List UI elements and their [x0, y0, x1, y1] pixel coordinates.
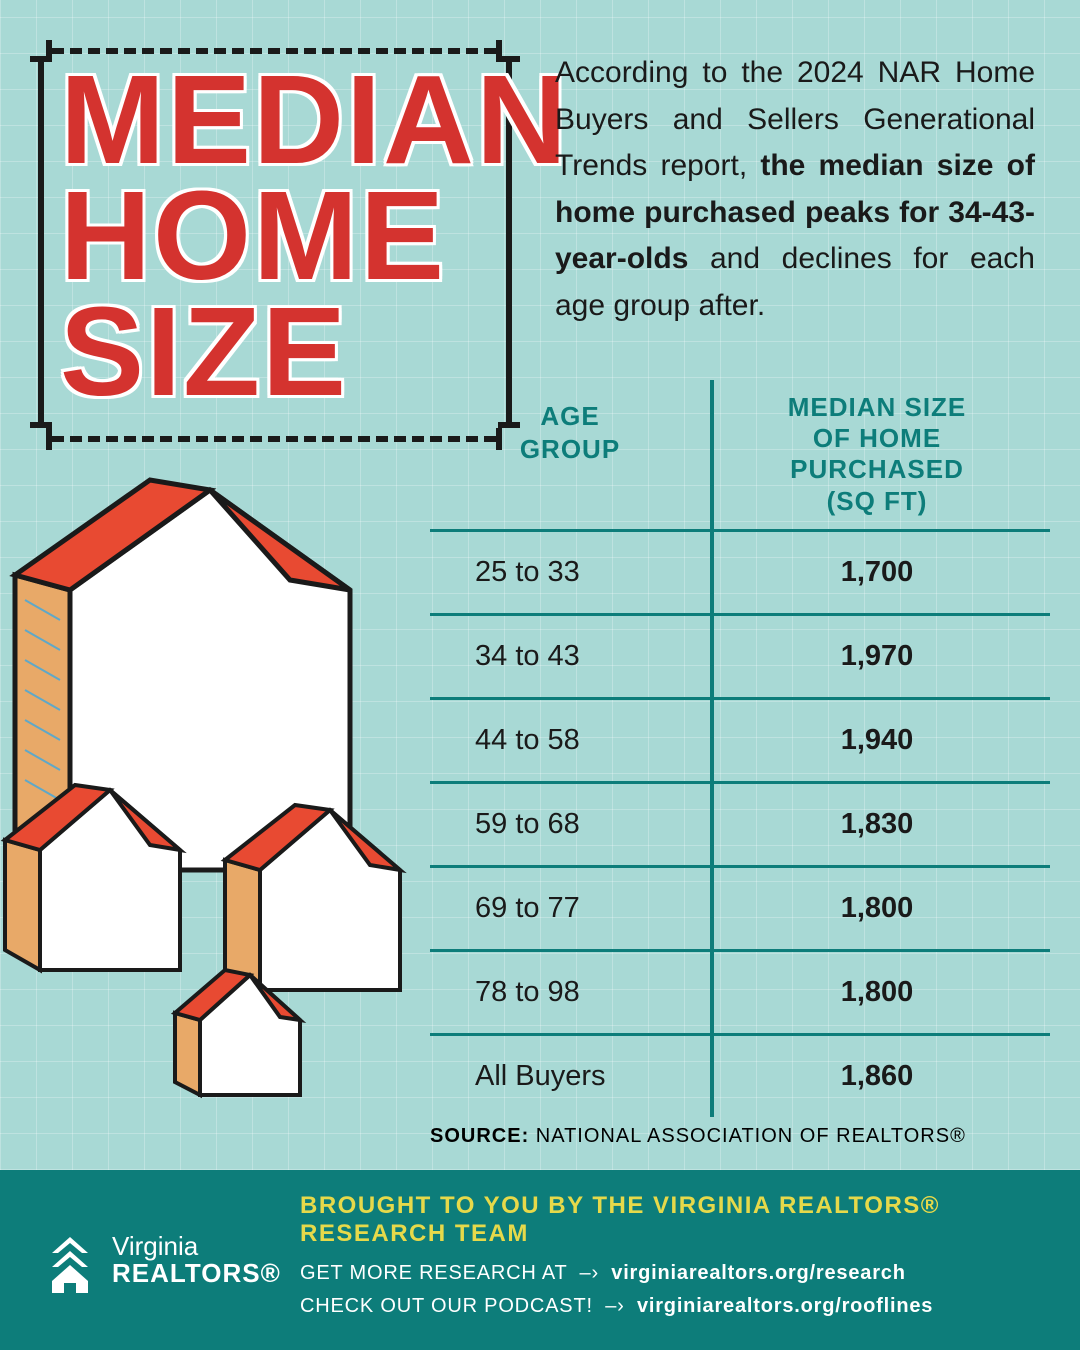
table-row: 59 to 68 1,830: [430, 781, 1050, 865]
footer: Virginia REALTORS® BROUGHT TO YOU BY THE…: [0, 1170, 1080, 1350]
footer-podcast-line: CHECK OUT OUR PODCAST! –› virginiarealto…: [300, 1295, 1050, 1318]
cell-size: 1,970: [710, 616, 1040, 697]
data-table: AGEGROUP MEDIAN SIZEOF HOMEPURCHASED(SQ …: [430, 380, 1050, 1117]
virginia-realtors-logo-icon: [40, 1225, 100, 1295]
cell-age: All Buyers: [430, 1036, 710, 1117]
table-row: 25 to 33 1,700: [430, 529, 1050, 613]
footer-line1-url: virginiarealtors.org/research: [611, 1262, 905, 1284]
infographic-page: MEDIANHOMESIZE According to the 2024 NAR…: [0, 0, 1080, 1350]
cell-age: 78 to 98: [430, 952, 710, 1033]
cell-size: 1,830: [710, 784, 1040, 865]
cell-age: 59 to 68: [430, 784, 710, 865]
cell-age: 34 to 43: [430, 616, 710, 697]
cell-size: 1,700: [710, 532, 1040, 613]
intro-text: According to the 2024 NAR Home Buyers an…: [555, 50, 1035, 329]
cell-age: 69 to 77: [430, 868, 710, 949]
logo-block: Virginia REALTORS®: [0, 1225, 300, 1295]
arrow-icon: –›: [574, 1262, 605, 1284]
table-row: 78 to 98 1,800: [430, 949, 1050, 1033]
footer-content: BROUGHT TO YOU BY THE VIRGINIA REALTORS®…: [300, 1192, 1080, 1328]
footer-research-line: GET MORE RESEARCH AT –› virginiarealtors…: [300, 1262, 1050, 1285]
source-text: NATIONAL ASSOCIATION OF REALTORS®: [529, 1125, 966, 1147]
cell-size: 1,800: [710, 868, 1040, 949]
footer-title: BROUGHT TO YOU BY THE VIRGINIA REALTORS®…: [300, 1192, 1050, 1248]
title-block: MEDIANHOMESIZE: [60, 62, 569, 410]
cell-size: 1,860: [710, 1036, 1040, 1117]
cell-age: 25 to 33: [430, 532, 710, 613]
houses-illustration: [0, 470, 460, 1120]
cell-age: 44 to 58: [430, 700, 710, 781]
footer-line2-url: virginiarealtors.org/rooflines: [637, 1295, 933, 1317]
cell-size: 1,800: [710, 952, 1040, 1033]
header-age: AGEGROUP: [430, 380, 710, 529]
table-row: 34 to 43 1,970: [430, 613, 1050, 697]
cell-size: 1,940: [710, 700, 1040, 781]
footer-line2-pre: CHECK OUT OUR PODCAST!: [300, 1295, 593, 1317]
table-row: 69 to 77 1,800: [430, 865, 1050, 949]
table-row: 44 to 58 1,940: [430, 697, 1050, 781]
footer-line1-pre: GET MORE RESEARCH AT: [300, 1262, 567, 1284]
logo-line1: Virginia: [112, 1233, 281, 1260]
table-row: All Buyers 1,860: [430, 1033, 1050, 1117]
bracket-left: [38, 62, 44, 422]
source-line: SOURCE: NATIONAL ASSOCIATION OF REALTORS…: [430, 1125, 1050, 1148]
main-title: MEDIANHOMESIZE: [60, 62, 569, 410]
table-header: AGEGROUP MEDIAN SIZEOF HOMEPURCHASED(SQ …: [430, 380, 1050, 529]
source-label: SOURCE:: [430, 1125, 529, 1147]
header-size: MEDIAN SIZEOF HOMEPURCHASED(SQ FT): [710, 380, 1040, 529]
logo-line2: REALTORS®: [112, 1260, 281, 1287]
logo-text: Virginia REALTORS®: [112, 1233, 281, 1288]
arrow-icon: –›: [599, 1295, 630, 1317]
